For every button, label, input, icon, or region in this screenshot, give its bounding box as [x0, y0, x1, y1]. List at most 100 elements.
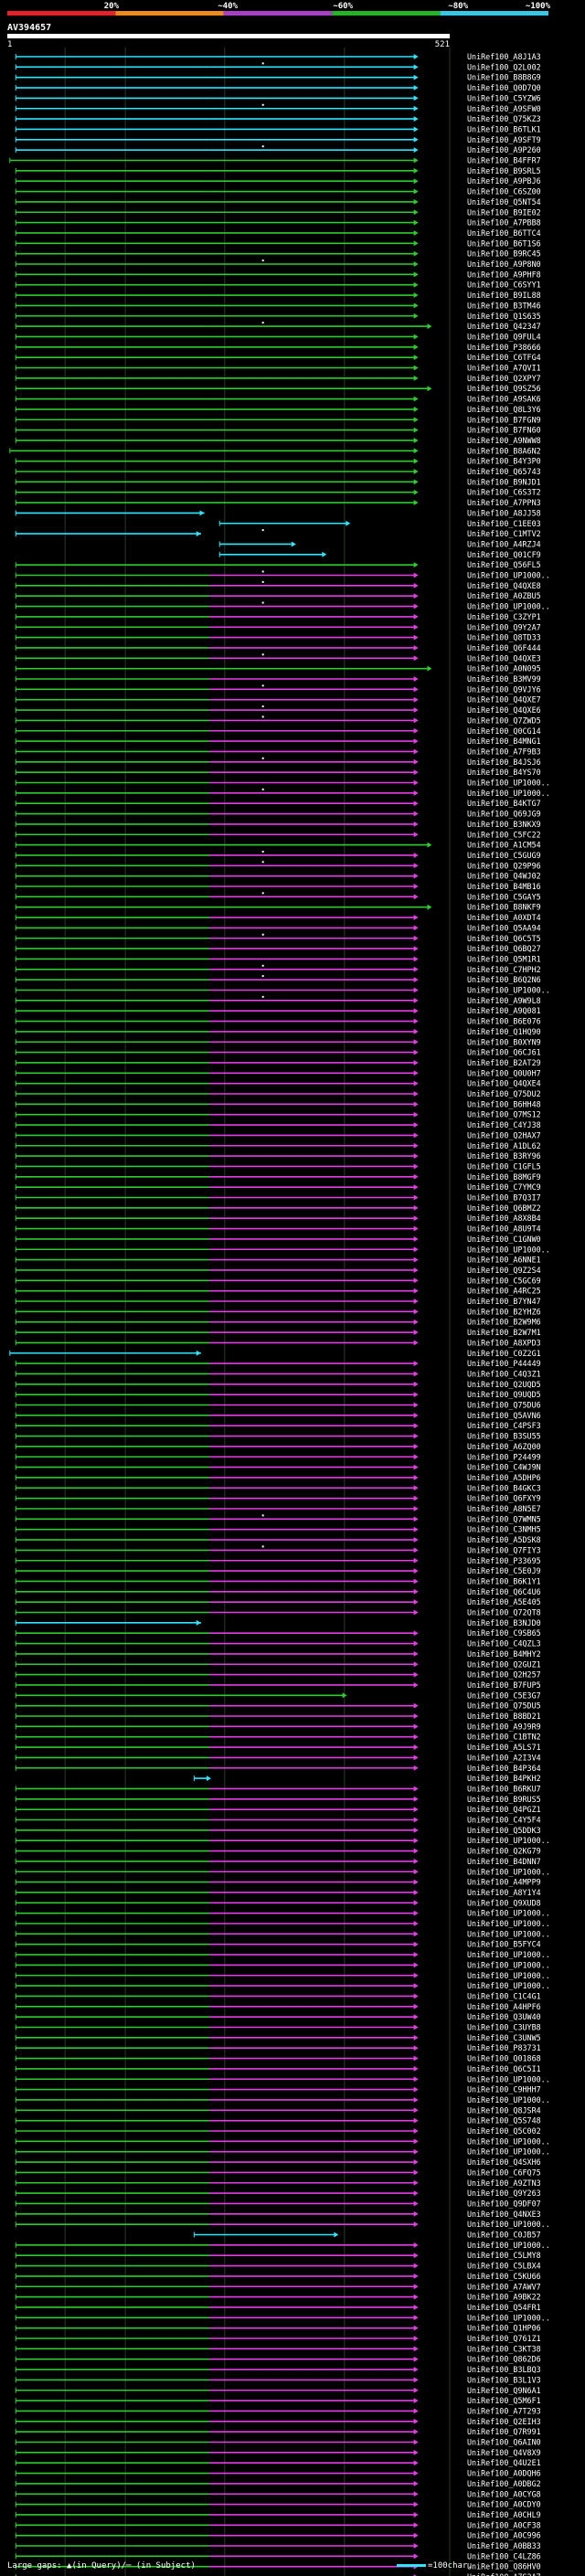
hit-label[interactable]: UniRef100_A6NNE1	[467, 1256, 541, 1265]
hit-label[interactable]: UniRef100_UP1000..	[467, 1836, 550, 1845]
hit-label[interactable]: UniRef100_B8MGF9	[467, 1172, 541, 1182]
hit-row[interactable]: UniRef100_Q8L3Y6	[15, 405, 541, 414]
hit-label[interactable]: UniRef100_B6Q2N6	[467, 975, 541, 984]
hit-row[interactable]: UniRef100_Q0U0H7	[15, 1068, 541, 1077]
hit-label[interactable]: UniRef100_C6S3T2	[467, 488, 541, 497]
hit-label[interactable]: UniRef100_C7YMC9	[467, 1182, 541, 1192]
hit-row[interactable]: UniRef100_Q9Z2S4	[15, 1266, 541, 1275]
hit-label[interactable]: UniRef100_B9IE02	[467, 207, 541, 217]
hit-label[interactable]: UniRef100_B4MB16	[467, 882, 541, 891]
hit-row[interactable]: UniRef100_A9SFT9	[15, 135, 541, 144]
hit-row[interactable]: UniRef100_Q75KZ3	[15, 114, 541, 123]
hit-label[interactable]: UniRef100_Q2H257	[467, 1670, 541, 1680]
hit-row[interactable]: UniRef100_B6E076	[15, 1017, 541, 1026]
hit-row[interactable]: UniRef100_Q6FXY9	[15, 1494, 541, 1503]
hit-label[interactable]: UniRef100_A0C996	[467, 2531, 541, 2540]
hit-row[interactable]: UniRef100_Q5C002	[15, 2126, 541, 2136]
hit-label[interactable]: UniRef100_B9NJD1	[467, 477, 541, 486]
hit-row[interactable]: UniRef100_Q2XPY7	[15, 374, 541, 383]
hit-row[interactable]: UniRef100_A4MPP9	[15, 1878, 541, 1887]
hit-label[interactable]: UniRef100_B6E076	[467, 1017, 541, 1026]
hit-label[interactable]: UniRef100_C5GC69	[467, 1276, 541, 1285]
hit-row[interactable]: UniRef100_Q7ZWD5	[15, 716, 541, 725]
hit-label[interactable]: UniRef100_UP1000..	[467, 1960, 550, 1969]
hit-label[interactable]: UniRef100_Q7ZWD5	[467, 716, 541, 725]
hit-label[interactable]: UniRef100_A0XDT4	[467, 913, 541, 922]
hit-row[interactable]: UniRef100_A9PHF8	[15, 270, 541, 279]
hit-label[interactable]: UniRef100_A7PPN3	[467, 498, 541, 507]
hit-row[interactable]: UniRef100_Q8TD33	[15, 633, 541, 642]
hit-row[interactable]: UniRef100_C9SB65	[15, 1628, 541, 1638]
hit-label[interactable]: UniRef100_Q4NXE3	[467, 2210, 541, 2219]
hit-label[interactable]: UniRef100_A1DL62	[467, 1141, 541, 1150]
hit-label[interactable]: UniRef100_Q9Y2A7	[467, 622, 541, 631]
hit-label[interactable]: UniRef100_B4MHY2	[467, 1649, 541, 1659]
hit-label[interactable]: UniRef100_C5LBX4	[467, 2262, 541, 2271]
hit-label[interactable]: UniRef100_C4Q3Z1	[467, 1369, 541, 1378]
hit-row[interactable]: UniRef100_Q01CF9	[218, 550, 541, 559]
hit-label[interactable]: UniRef100_Q0CG14	[467, 726, 541, 736]
hit-row[interactable]: UniRef100_C4LZ86	[15, 2551, 541, 2560]
hit-label[interactable]: UniRef100_Q4QXE6	[467, 705, 541, 715]
hit-label[interactable]: UniRef100_B0XYN9	[467, 1037, 541, 1046]
hit-row[interactable]: UniRef100_B2W9M6	[15, 1318, 541, 1327]
hit-label[interactable]: UniRef100_P24499	[467, 1452, 541, 1461]
hit-label[interactable]: UniRef100_C1EE03	[467, 519, 541, 528]
hit-row[interactable]: UniRef100_Q5M6F1	[15, 2396, 541, 2405]
hit-label[interactable]: UniRef100_Q6C4U6	[467, 1587, 541, 1596]
hit-row[interactable]: UniRef100_A9SAK6	[15, 395, 541, 404]
hit-row[interactable]: UniRef100_A5LS71	[15, 1743, 541, 1752]
hit-row[interactable]: UniRef100_UP1000..	[15, 1950, 550, 1959]
hit-row[interactable]: UniRef100_C1GNW0	[15, 1235, 541, 1244]
hit-row[interactable]: UniRef100_Q5S748	[15, 2116, 541, 2125]
hit-row[interactable]: UniRef100_C5GAY5	[15, 892, 541, 901]
hit-label[interactable]: UniRef100_Q5M1R1	[467, 954, 541, 963]
hit-row[interactable]: UniRef100_A4HPF6	[15, 2002, 541, 2011]
hit-label[interactable]: UniRef100_A9J9R9	[467, 1722, 541, 1731]
hit-label[interactable]: UniRef100_B8BD21	[467, 1712, 541, 1721]
hit-label[interactable]: UniRef100_Q0D7Q0	[467, 83, 541, 92]
hit-label[interactable]: UniRef100_Q65743	[467, 467, 541, 476]
hit-label[interactable]: UniRef100_UP1000..	[467, 2147, 550, 2157]
hit-label[interactable]: UniRef100_A9SAK6	[467, 395, 541, 404]
hit-label[interactable]: UniRef100_Q4QXE4	[467, 1079, 541, 1088]
hit-row[interactable]: UniRef100_Q2HAX7	[15, 1130, 541, 1140]
hit-row[interactable]: UniRef100_B2YHZ6	[15, 1307, 541, 1316]
hit-label[interactable]: UniRef100_B4Y3P0	[467, 457, 541, 466]
hit-label[interactable]: UniRef100_UP1000..	[467, 1245, 550, 1254]
hit-row[interactable]: UniRef100_A6ZQ00	[15, 1442, 541, 1451]
hit-row[interactable]: UniRef100_Q4WJ02	[15, 872, 541, 881]
hit-row[interactable]: UniRef100_Q5NT54	[15, 197, 541, 207]
hit-label[interactable]: UniRef100_A0DQH6	[467, 2469, 541, 2478]
hit-row[interactable]: UniRef100_C5YZW6	[15, 93, 541, 102]
hit-row[interactable]: UniRef100_B4DNN7	[15, 1857, 541, 1866]
hit-row[interactable]: UniRef100_C5FC22	[15, 830, 541, 839]
hit-row[interactable]: UniRef100_B9RUS5	[15, 1795, 541, 1804]
hit-label[interactable]: UniRef100_Q7WMN5	[467, 1514, 541, 1523]
hit-label[interactable]: UniRef100_UP1000..	[467, 1981, 550, 1990]
hit-row[interactable]: UniRef100_A2I3V4	[15, 1753, 541, 1762]
hit-row[interactable]: UniRef100_A5DSK8	[15, 1535, 541, 1544]
hit-label[interactable]: UniRef100_B8B8G9	[467, 73, 541, 82]
hit-row[interactable]: UniRef100_B4Y3P0	[15, 457, 541, 466]
hit-row[interactable]: UniRef100_A0C996	[15, 2531, 541, 2540]
hit-label[interactable]: UniRef100_C5E0J9	[467, 1566, 541, 1575]
hit-label[interactable]: UniRef100_Q2L002	[467, 62, 541, 71]
hit-row[interactable]: UniRef100_B8A6N2	[9, 446, 541, 455]
hit-label[interactable]: UniRef100_B7FUP5	[467, 1680, 541, 1690]
hit-label[interactable]: UniRef100_B6K1Y1	[467, 1576, 541, 1585]
hit-row[interactable]: UniRef100_A4RC25	[15, 1287, 541, 1296]
hit-label[interactable]: UniRef100_C4QZL3	[467, 1639, 541, 1648]
hit-label[interactable]: UniRef100_Q1S635	[467, 312, 541, 321]
hit-row[interactable]: UniRef100_B4KTG7	[15, 799, 541, 808]
hit-label[interactable]: UniRef100_C5GUG9	[467, 851, 541, 860]
hit-label[interactable]: UniRef100_Q4QXE8	[467, 581, 541, 590]
hit-label[interactable]: UniRef100_C3NMH5	[467, 1525, 541, 1534]
hit-label[interactable]: UniRef100_A0CF38	[467, 2520, 541, 2529]
hit-row[interactable]: UniRef100_Q75DU5	[15, 1701, 541, 1711]
hit-label[interactable]: UniRef100_Q8L3Y6	[467, 405, 541, 414]
hit-label[interactable]: UniRef100_Q8TD33	[467, 633, 541, 642]
hit-row[interactable]: UniRef100_A9J9R9	[15, 1722, 541, 1731]
hit-row[interactable]: UniRef100_Q9Y2A7	[15, 622, 541, 631]
hit-label[interactable]: UniRef100_C3KT38	[467, 2344, 541, 2353]
